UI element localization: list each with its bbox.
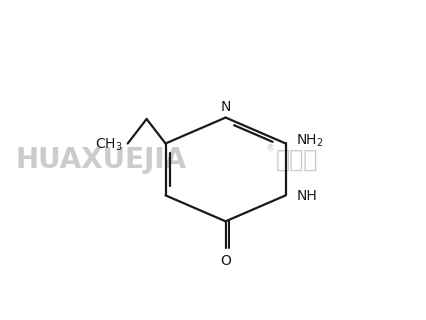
Text: ®: ®: [265, 145, 274, 154]
Text: CH$_3$: CH$_3$: [95, 137, 123, 153]
Text: O: O: [220, 254, 231, 268]
Text: N: N: [220, 100, 231, 114]
Text: 化学加: 化学加: [276, 148, 319, 172]
Text: NH: NH: [296, 189, 317, 203]
Text: HUAXUEJIA: HUAXUEJIA: [15, 146, 187, 174]
Text: NH$_2$: NH$_2$: [296, 132, 324, 148]
